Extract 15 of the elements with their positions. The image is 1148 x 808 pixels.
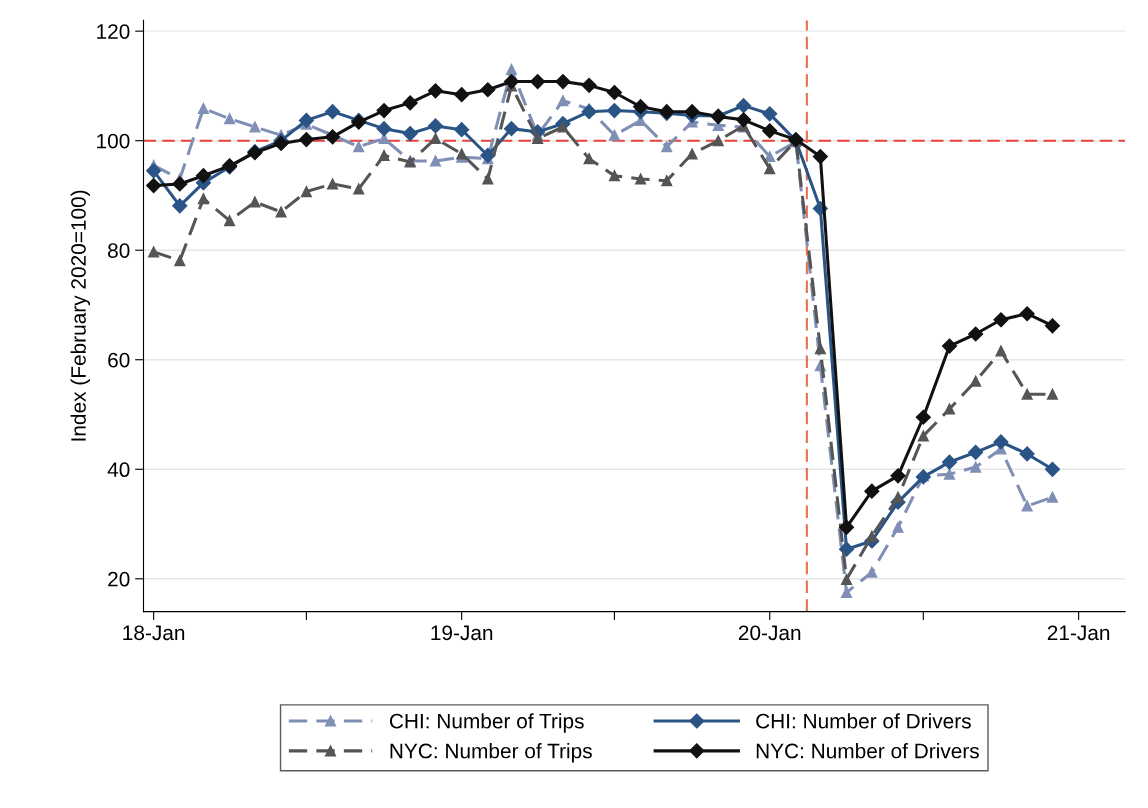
y-tick-label: 20 [108, 571, 130, 587]
y-axis-title: Index (February 2020=100) [70, 190, 90, 441]
legend-label: NYC: Number of Trips [390, 743, 592, 763]
x-tick-label: 20-Jan [738, 625, 801, 641]
y-tick-label: 80 [108, 243, 130, 258]
x-tick-label: 21-Jan [1047, 625, 1110, 641]
y-tick-label: 120 [97, 24, 130, 39]
legend-label: CHI: Number of Drivers [756, 713, 971, 729]
y-tick-label: 60 [108, 352, 130, 368]
y-tick-label: 40 [107, 462, 130, 478]
x-tick-label: 19-Jan [431, 625, 493, 641]
legend-label: CHI: Number of Trips [389, 713, 584, 733]
y-tick-label: 100 [97, 133, 130, 149]
legend-label: NYC: Number of Drivers [756, 743, 979, 759]
x-tick-label: 18-Jan [123, 625, 185, 641]
